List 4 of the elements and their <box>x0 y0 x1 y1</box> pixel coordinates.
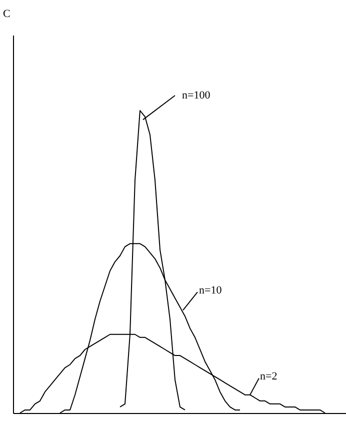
series-label: n=10 <box>199 284 222 297</box>
series-label: n=2 <box>260 370 278 383</box>
text: n=100 <box>182 89 211 102</box>
text: C <box>3 8 10 20</box>
